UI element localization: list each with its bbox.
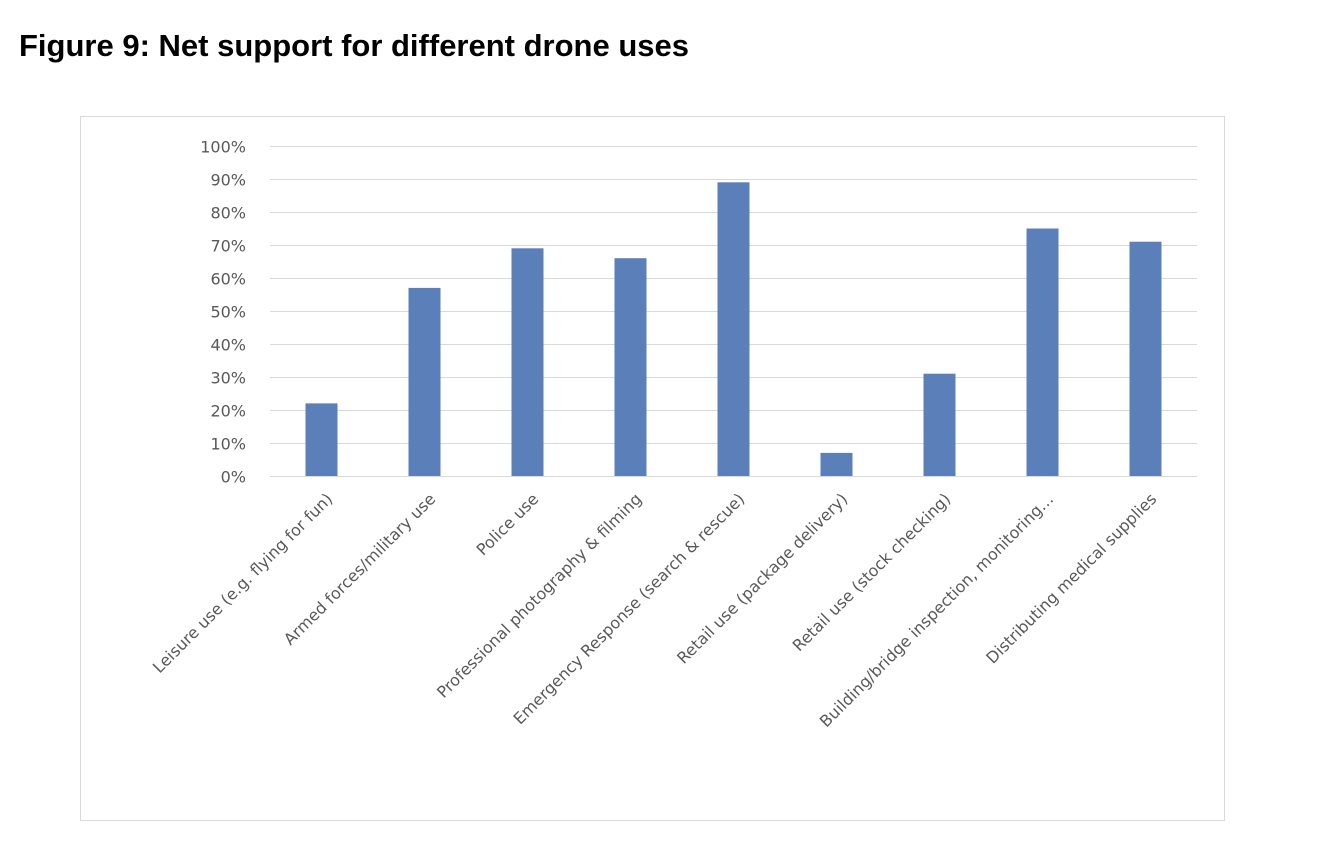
bar-chart: 0% 10% 20% 30% 40% 50% 60% 70% 80% 90% 100% Leisur…: [149, 138, 1197, 731]
x-category-label: Building/bridge inspection, monitoring…: [816, 489, 1058, 731]
x-category-label: Distributing medical supplies: [982, 489, 1160, 667]
y-tick-label: 90%: [210, 171, 246, 190]
y-tick-label: 10%: [210, 435, 246, 454]
x-axis-labels: Leisure use (e.g. flying for fun)Armed f…: [149, 489, 1160, 731]
y-tick-label: 70%: [210, 237, 246, 256]
bar: [1129, 241, 1162, 476]
bar: [923, 373, 956, 476]
y-tick-label: 60%: [210, 270, 246, 289]
y-tick-label: 80%: [210, 204, 246, 223]
bar: [511, 248, 544, 476]
bars: [305, 182, 1162, 477]
figure-title: Figure 9: Net support for different dron…: [19, 28, 689, 63]
y-tick-label: 0%: [221, 468, 246, 487]
y-tick-label: 20%: [210, 402, 246, 421]
x-category-label: Police use: [472, 489, 542, 559]
y-tick-label: 100%: [200, 138, 246, 157]
chart-frame: 0% 10% 20% 30% 40% 50% 60% 70% 80% 90% 100% Leisur…: [80, 116, 1225, 821]
y-tick-label: 40%: [210, 336, 246, 355]
bar: [820, 452, 853, 476]
bar: [717, 182, 750, 477]
bar: [408, 287, 441, 476]
x-category-label: Leisure use (e.g. flying for fun): [149, 489, 336, 676]
x-category-label: Emergency Response (search & rescue): [510, 489, 749, 728]
y-tick-label: 30%: [210, 369, 246, 388]
bar: [305, 403, 338, 476]
x-category-label: Professional photography & filming: [433, 489, 645, 701]
y-axis-ticks: 0% 10% 20% 30% 40% 50% 60% 70% 80% 90% 100%: [200, 138, 246, 487]
y-tick-label: 50%: [210, 303, 246, 322]
x-category-label: Retail use (package delivery): [673, 489, 851, 667]
bar: [614, 258, 647, 476]
bar: [1026, 228, 1059, 476]
